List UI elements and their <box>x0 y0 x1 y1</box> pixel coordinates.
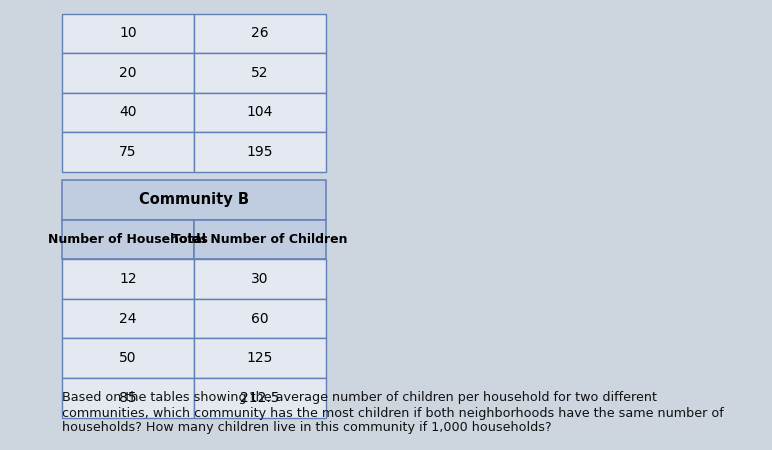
Bar <box>194 14 326 53</box>
Text: Based on the tables showing the average number of children per household for two: Based on the tables showing the average … <box>62 392 723 435</box>
Text: 104: 104 <box>246 105 273 120</box>
Bar <box>62 53 194 93</box>
Bar <box>194 259 326 299</box>
Text: 212.5: 212.5 <box>240 391 279 405</box>
Bar <box>62 180 326 220</box>
Bar <box>62 14 194 53</box>
Bar <box>194 220 326 259</box>
Bar <box>194 338 326 378</box>
Text: Total Number of Children: Total Number of Children <box>172 233 347 246</box>
Text: 12: 12 <box>119 272 137 286</box>
Text: 195: 195 <box>246 145 273 159</box>
Text: 40: 40 <box>119 105 137 120</box>
Text: 50: 50 <box>119 351 137 365</box>
Bar <box>194 53 326 93</box>
Text: 125: 125 <box>246 351 273 365</box>
Bar <box>62 299 194 338</box>
Bar <box>194 93 326 132</box>
Bar <box>62 378 194 418</box>
Bar <box>194 378 326 418</box>
Bar <box>194 132 326 172</box>
Text: 75: 75 <box>119 145 137 159</box>
Text: 20: 20 <box>119 66 137 80</box>
Bar <box>62 132 194 172</box>
Text: 30: 30 <box>251 272 269 286</box>
Bar <box>62 259 194 299</box>
Text: 10: 10 <box>119 26 137 40</box>
Text: Number of Households: Number of Households <box>48 233 208 246</box>
Bar <box>62 93 194 132</box>
Text: Community B: Community B <box>139 192 249 207</box>
Bar <box>62 338 194 378</box>
Text: 60: 60 <box>251 311 269 326</box>
Bar <box>194 299 326 338</box>
Bar <box>62 220 194 259</box>
Text: 24: 24 <box>119 311 137 326</box>
Text: 85: 85 <box>119 391 137 405</box>
Text: 26: 26 <box>251 26 269 40</box>
Text: 52: 52 <box>251 66 269 80</box>
